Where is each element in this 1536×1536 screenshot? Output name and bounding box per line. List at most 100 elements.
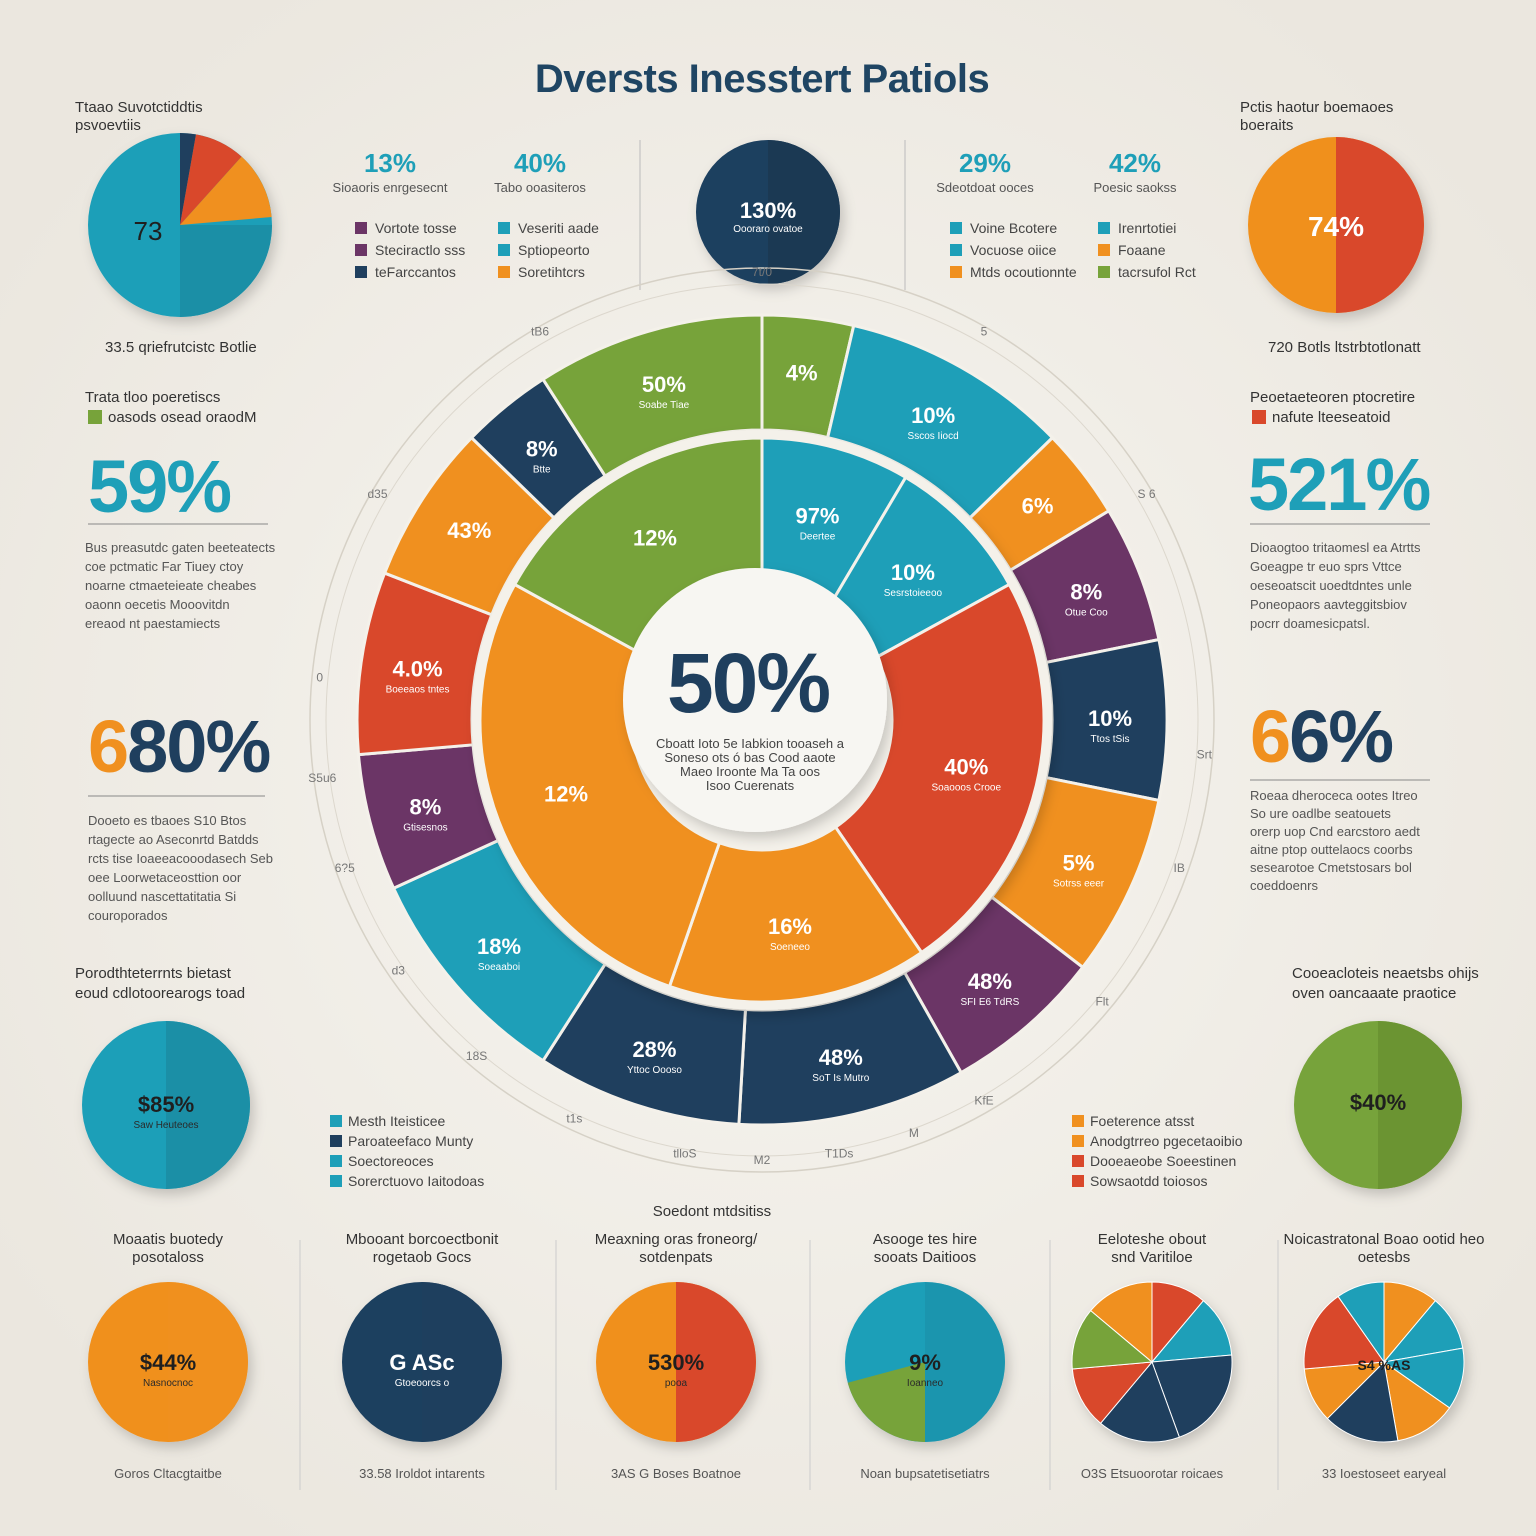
- segment-label: 10%: [891, 560, 935, 585]
- description-line: oaonn oecetis Mooovitdn: [85, 597, 230, 612]
- left-top-pie-slice: [180, 156, 272, 225]
- right-column: Pctis haotur boemaoes boeraits 74% 720 B…: [1240, 99, 1479, 1189]
- segment-label: 28%: [632, 1037, 676, 1062]
- center-description-line: Maeo Iroonte Ma Ta oos: [680, 764, 820, 779]
- left-bottom-circle: $85% Saw Heuteoes: [82, 1021, 250, 1189]
- ring-tick-label: M2: [754, 1153, 771, 1167]
- bottom-pie-slice: [1071, 1309, 1154, 1370]
- segment-label: 48%: [819, 1045, 863, 1070]
- ring-tick-labels: 7t/0 tB6 d35 0 6?5 18S t1s M2 Flt Srt IB KfE M 5 S 6 T1…: [308, 265, 1212, 1167]
- bottom-pie-caption: sooats Daitioos: [874, 1249, 977, 1266]
- legend-swatch: [1072, 1155, 1084, 1167]
- right-stat1-legend-swatch: [1252, 410, 1266, 424]
- right-top-caption-1: Pctis haotur boemaoes: [1240, 99, 1393, 116]
- top-center: 13% Sioaoris enrgesecnt 40% Tabo ooasiteros…: [333, 140, 1196, 290]
- bottom-pie-slice: [1383, 1360, 1451, 1442]
- center-value: 50%: [667, 636, 829, 730]
- legend-swatch: [1072, 1135, 1084, 1147]
- ring-tick-label: S 6: [1138, 487, 1156, 501]
- bottom-pie-slice: [1337, 1281, 1385, 1364]
- left-top-pie-label: 73: [134, 216, 163, 246]
- segment-label: 4%: [786, 360, 818, 385]
- bottom-pie-label: G ASc: [389, 1350, 454, 1375]
- center-guide-ring-inner: [325, 283, 1199, 1157]
- right-stat1-legend: nafute lteeseatoid: [1272, 409, 1390, 426]
- center-guide-ring-outer: [309, 267, 1215, 1173]
- right-top-pie: 74%: [1248, 137, 1424, 313]
- right-stat2-description: Roeaa dheroceca ootes Itreo So ure oadlbe…: [1250, 788, 1420, 893]
- bottom-pie-label: $44%: [140, 1350, 196, 1375]
- center-description-line: Isoo Cuerenats: [706, 778, 795, 793]
- right-stat1-value: 521%: [1248, 443, 1429, 526]
- bottom-pie-slice: [1071, 1361, 1154, 1424]
- legend-swatch: [330, 1115, 342, 1127]
- legend-swatch: [355, 266, 367, 278]
- bottom-pie-caption: Moaatis buotedy: [113, 1231, 224, 1248]
- legend-label: Soretihtcrs: [518, 264, 585, 280]
- left-top-pie: 73: [88, 133, 272, 317]
- ring-tick-label: 6?5: [335, 861, 355, 875]
- bottom-pie-slice: [1326, 1360, 1399, 1443]
- bottom-pie-slice: [1090, 1281, 1153, 1364]
- description-line: noarne ctmaeteieate cheabes: [85, 578, 257, 593]
- segment-label: 8%: [1070, 580, 1102, 605]
- legend-swatch: [330, 1155, 342, 1167]
- segment-label: 50%: [642, 372, 686, 397]
- description-line: rtagecte ao Aseconrtd Batdds: [88, 832, 259, 847]
- legend-label: Sowsaotdd toiosos: [1090, 1173, 1208, 1189]
- bottom-pie-caption: posotaloss: [132, 1249, 204, 1266]
- legend-label: Foeterence atsst: [1090, 1113, 1194, 1129]
- segment-sublabel: Otue Coo: [1065, 608, 1108, 619]
- description-line: aitne ptop outtelaocs coorbs: [1250, 842, 1413, 857]
- ring-tick-label: M: [909, 1126, 919, 1140]
- segment-sublabel: Yttoc Oooso: [627, 1065, 682, 1076]
- right-stat1-description: Dioaogtoo tritaomesl ea Atrtts Goeagpe tr…: [1250, 540, 1421, 631]
- bottom-pie-label: 530%: [648, 1350, 704, 1375]
- left-column: Ttaao Suvotctiddtis psvoevtiis 73 33.5 q…: [75, 99, 276, 1189]
- bottom-pie-slice: [1382, 1347, 1465, 1409]
- segment-sublabel: SoT Is Mutro: [812, 1073, 869, 1084]
- right-stat2-value-rest: 6%: [1289, 695, 1392, 778]
- legend-swatch: [1098, 266, 1110, 278]
- ring-tick-label: S5u6: [308, 771, 336, 785]
- ring-tick-label: Srt: [1197, 748, 1213, 762]
- legend-swatch: [1098, 222, 1110, 234]
- segment-label: 10%: [911, 403, 955, 428]
- right-top-pie-label: 74%: [1308, 211, 1364, 242]
- legend-label: Voine Bcotere: [970, 220, 1057, 236]
- ring-tick-label: tB6: [531, 324, 549, 338]
- legend-swatch: [1072, 1115, 1084, 1127]
- center-description-line: Cboatt Ioto 5e Iabkion tooaseh a: [656, 736, 845, 751]
- description-line: oolluund nascettatitatia Si: [88, 889, 236, 904]
- center-bottom-caption: Soedont mtdsitiss: [653, 1203, 771, 1220]
- bottom-pie-sublabel: Ioanneo: [907, 1378, 944, 1389]
- legend-label: Vocuose oiice: [970, 242, 1057, 258]
- legend-swatch: [355, 244, 367, 256]
- segment-sublabel: Sscos Iiocd: [908, 431, 959, 442]
- ring-tick-label: Flt: [1095, 994, 1109, 1008]
- center-donut-chart: 4% 10% Sscos Iiocd 6% 8% Otue Coo 10% Ttos tSis…: [308, 265, 1242, 1220]
- ring-tick-label: KfE: [974, 1094, 993, 1108]
- legend-swatch: [330, 1135, 342, 1147]
- center-description-line: Soneso ots ó bas Cood aaote: [664, 750, 835, 765]
- bottom-pie-footer: Goros Cltacgtaitbe: [114, 1466, 222, 1481]
- legend-label: Paroateefaco Munty: [348, 1133, 473, 1149]
- left-stat2-value: 680%: [88, 705, 269, 788]
- bottom-pie-caption: Meaxning oras froneorg/: [595, 1231, 758, 1248]
- bottom-pie-sublabel: Nasnocnoc: [143, 1378, 193, 1389]
- bottom-pie-caption: oetesbs: [1358, 1249, 1411, 1266]
- bottom-pie: Meaxning oras froneorg/sotdenpats 530% poo…: [595, 1231, 758, 1481]
- left-bottom-circle-label: $85%: [138, 1092, 194, 1117]
- bottom-pie-shade: [422, 1282, 502, 1442]
- description-line: sesearotoe Cmetstosars bol: [1250, 860, 1412, 875]
- left-top-pie-shade: [180, 225, 272, 317]
- left-stat2-description: Dooeto es tbaoes S10 Btos rtagecte ao Ase…: [88, 813, 273, 923]
- inner-ring: 97% Deertee 10% Sesrstoieeoo 40% Soaooos Croo…: [478, 436, 1046, 1004]
- legend-swatch: [950, 244, 962, 256]
- top-stat-value: 29%: [959, 148, 1011, 178]
- legend-label: Anodgtrreo pgecetaoibio: [1090, 1133, 1243, 1149]
